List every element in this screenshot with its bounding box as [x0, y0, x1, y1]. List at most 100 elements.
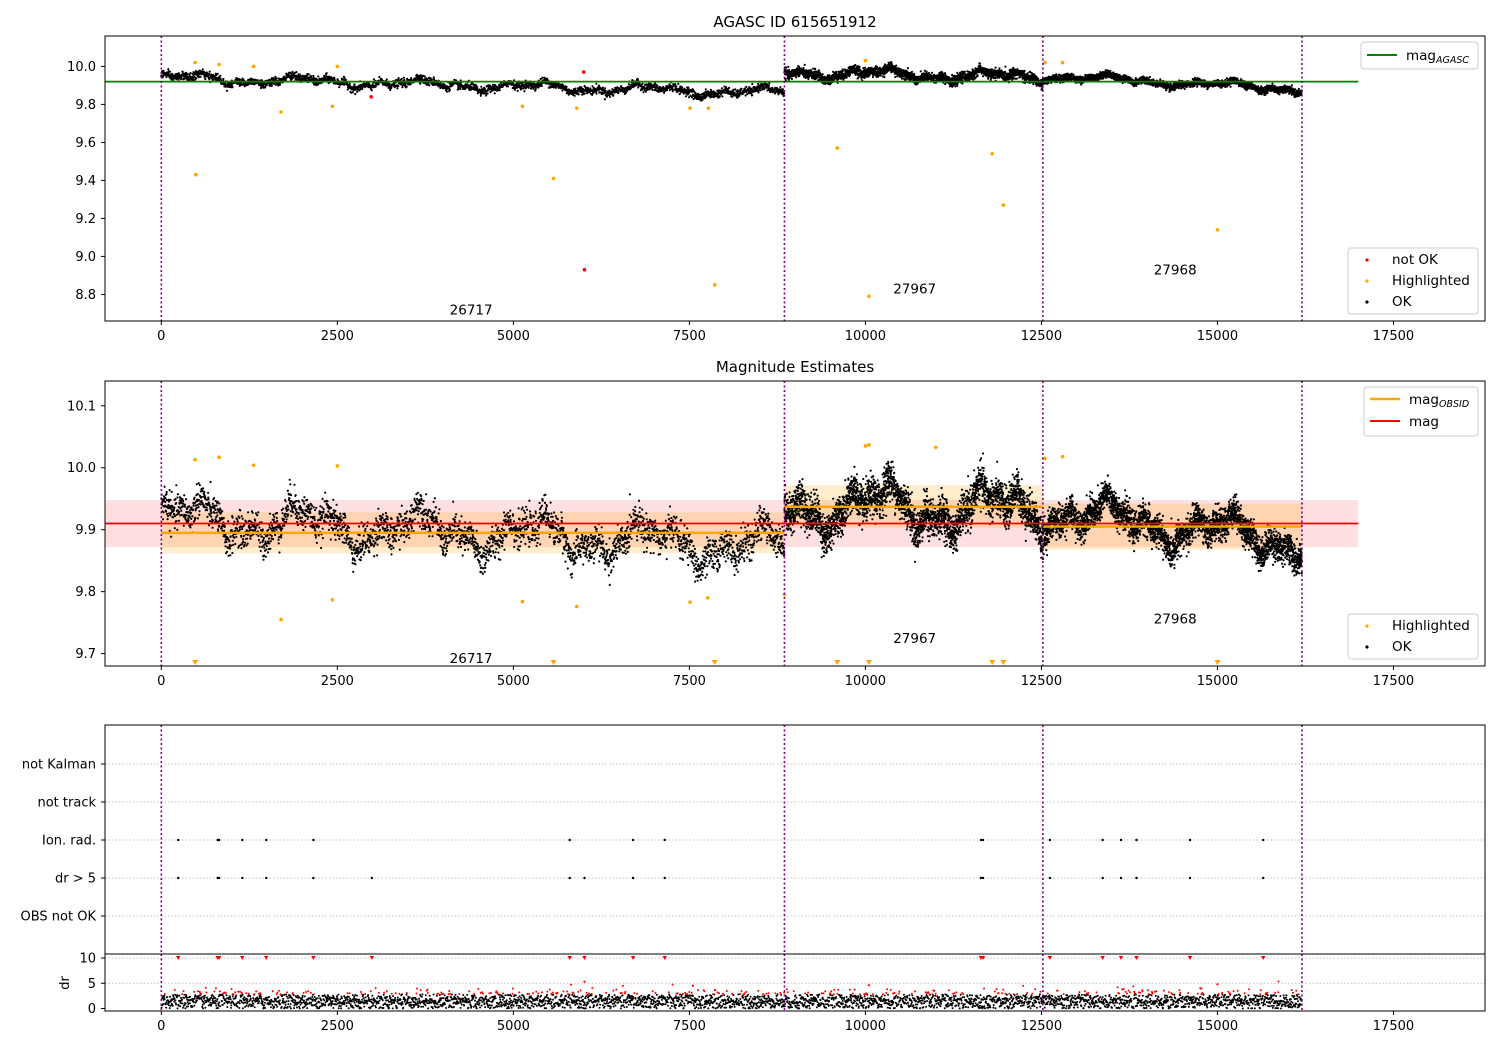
- flag-point: [177, 838, 180, 842]
- estimates-highlighted-point: [867, 443, 871, 447]
- dr-clipped-marker: [1134, 956, 1139, 961]
- estimates-highlighted-point: [574, 604, 579, 609]
- svg-text:magOBSID: magOBSID: [1409, 392, 1469, 410]
- estimates-y-tick-label: 9.8: [75, 585, 96, 600]
- estimates-point-legend: Highlighted OK: [1347, 613, 1479, 660]
- agasc-highlighted-point: [688, 106, 692, 110]
- flag-category-label: not track: [37, 796, 96, 811]
- flag-point: [370, 876, 374, 880]
- agasc-highlighted-point: [712, 283, 717, 287]
- estimates-highlighted-point: [330, 597, 335, 602]
- flag-point: [312, 838, 315, 842]
- agasc-highlighted-point: [990, 152, 994, 156]
- agasc-line-legend: magAGASC: [1360, 41, 1479, 70]
- estimates-highlighted-point: [251, 463, 256, 468]
- agasc-plot-area: 26717 27967 27968: [105, 36, 1359, 321]
- estimates-highlighted-point: [279, 617, 283, 622]
- agasc-y-tick-label: 9.0: [75, 250, 96, 265]
- flag-point: [265, 838, 268, 842]
- agasc-highlighted-point: [520, 104, 525, 109]
- dr-clipped-marker: [216, 956, 222, 961]
- agasc-highlighted-point: [706, 106, 711, 110]
- flag-point: [312, 876, 315, 880]
- offscale-highlighted-marker: [1214, 660, 1221, 665]
- flag-point: [1048, 838, 1052, 842]
- flag-point: [1119, 838, 1123, 842]
- flag-point: [1262, 876, 1265, 880]
- agasc-point-legend: not OK Highlighted OK: [1347, 247, 1479, 315]
- dr-x-tick-label: 5000: [497, 1019, 530, 1034]
- flag-point: [981, 838, 985, 842]
- flag-point: [583, 876, 586, 880]
- dr-clipped-marker: [582, 956, 587, 961]
- estimates-x-tick-label: 7500: [673, 674, 706, 689]
- agasc-highlighted-point: [251, 64, 256, 69]
- flag-point: [631, 838, 635, 842]
- dr-clipped-marker: [1261, 956, 1266, 961]
- estimates-plot-frame: [104, 380, 1486, 667]
- estimates-x-tick-label: 17500: [1373, 674, 1414, 689]
- agasc-not-ok-point: [582, 267, 587, 272]
- flag-category-label: dr > 5: [55, 872, 96, 887]
- dr-clipped-marker: [567, 956, 572, 961]
- estimates-highlighted-point: [863, 444, 868, 448]
- agasc-highlighted-point: [863, 58, 868, 63]
- estimates-ok-points: [783, 452, 1044, 563]
- flag-point: [1262, 838, 1265, 842]
- agasc-obsid-label: 26717: [450, 303, 493, 319]
- flag-point: [979, 876, 983, 880]
- offscale-highlighted-marker: [192, 660, 199, 665]
- agasc-highlighted-point: [194, 172, 198, 177]
- estimates-x-tick-label: 2500: [321, 674, 354, 689]
- offscale-highlighted-marker: [989, 660, 996, 665]
- legend2-ok-label: OK: [1392, 639, 1413, 655]
- legend-mag-agasc-label: mag: [1406, 48, 1436, 64]
- dr-x-tick-label: 7500: [673, 1019, 706, 1034]
- flag-point: [1135, 876, 1138, 880]
- dr-clipped-marker: [240, 956, 245, 961]
- offscale-highlighted-marker: [865, 660, 872, 665]
- flag-point: [568, 838, 571, 842]
- flags-axes: not Kalman not track Ion. rad. dr > 5 OBS no…: [21, 758, 105, 925]
- agasc-y-tick-label: 9.8: [75, 98, 96, 113]
- agasc-obsid-label: 27968: [1154, 263, 1197, 279]
- agasc-highlighted-point: [574, 106, 579, 110]
- agasc-y-tick-label: 9.2: [75, 212, 96, 227]
- flag-point: [568, 876, 571, 880]
- dr-axis-label: dr: [58, 976, 73, 990]
- flag-point: [1135, 838, 1138, 842]
- agasc-panel-title: AGASC ID 615651912: [713, 13, 876, 31]
- flag-point: [217, 838, 221, 842]
- dr-x-tick-label: 0: [157, 1019, 165, 1034]
- dr-clipped-marker: [311, 956, 316, 961]
- dr-x-tick-label: 10000: [845, 1019, 886, 1034]
- estimates-x-tick-label: 15000: [1197, 674, 1238, 689]
- dr-plot-area: [105, 954, 1485, 1011]
- agasc-magnitude-panel: AGASC ID 615651912 26717 27967 27968 0 2500…: [67, 13, 1486, 344]
- estimates-highlighted-point: [520, 599, 525, 604]
- dr-outlier-point: [583, 980, 586, 983]
- estimates-y-tick-label: 9.7: [75, 647, 96, 662]
- flag-point: [1188, 838, 1192, 842]
- flag-point: [981, 876, 985, 880]
- agasc-x-tick-label: 15000: [1197, 329, 1238, 344]
- flag-point: [241, 876, 244, 880]
- dr-axes: 0 2500 5000 7500 10000 12500 15000 17500 0 5 10: [79, 952, 1414, 1034]
- dr-ok-points: [160, 993, 1303, 1010]
- flags-plot-area: [105, 725, 1485, 954]
- dr-panel: 0 2500 5000 7500 10000 12500 15000 17500 0 5 10 dr: [58, 952, 1486, 1034]
- estimates-x-tick-label: 10000: [845, 674, 886, 689]
- agasc-x-tick-label: 7500: [673, 329, 706, 344]
- flags-panel: not Kalman not track Ion. rad. dr > 5 OBS no…: [21, 724, 1486, 955]
- offscale-highlighted-marker: [834, 660, 841, 665]
- offscale-highlighted-marker: [550, 660, 557, 665]
- agasc-ok-points: [160, 68, 786, 102]
- estimates-highlighted-point: [688, 600, 692, 604]
- agasc-highlighted-point: [1060, 60, 1065, 65]
- legend-ok-label: OK: [1392, 294, 1413, 310]
- agasc-x-tick-label: 2500: [321, 329, 354, 344]
- estimates-y-tick-label: 10.1: [67, 399, 96, 414]
- flag-point: [217, 876, 221, 880]
- flag-point: [265, 876, 268, 880]
- dr-clipped-marker: [1187, 956, 1193, 961]
